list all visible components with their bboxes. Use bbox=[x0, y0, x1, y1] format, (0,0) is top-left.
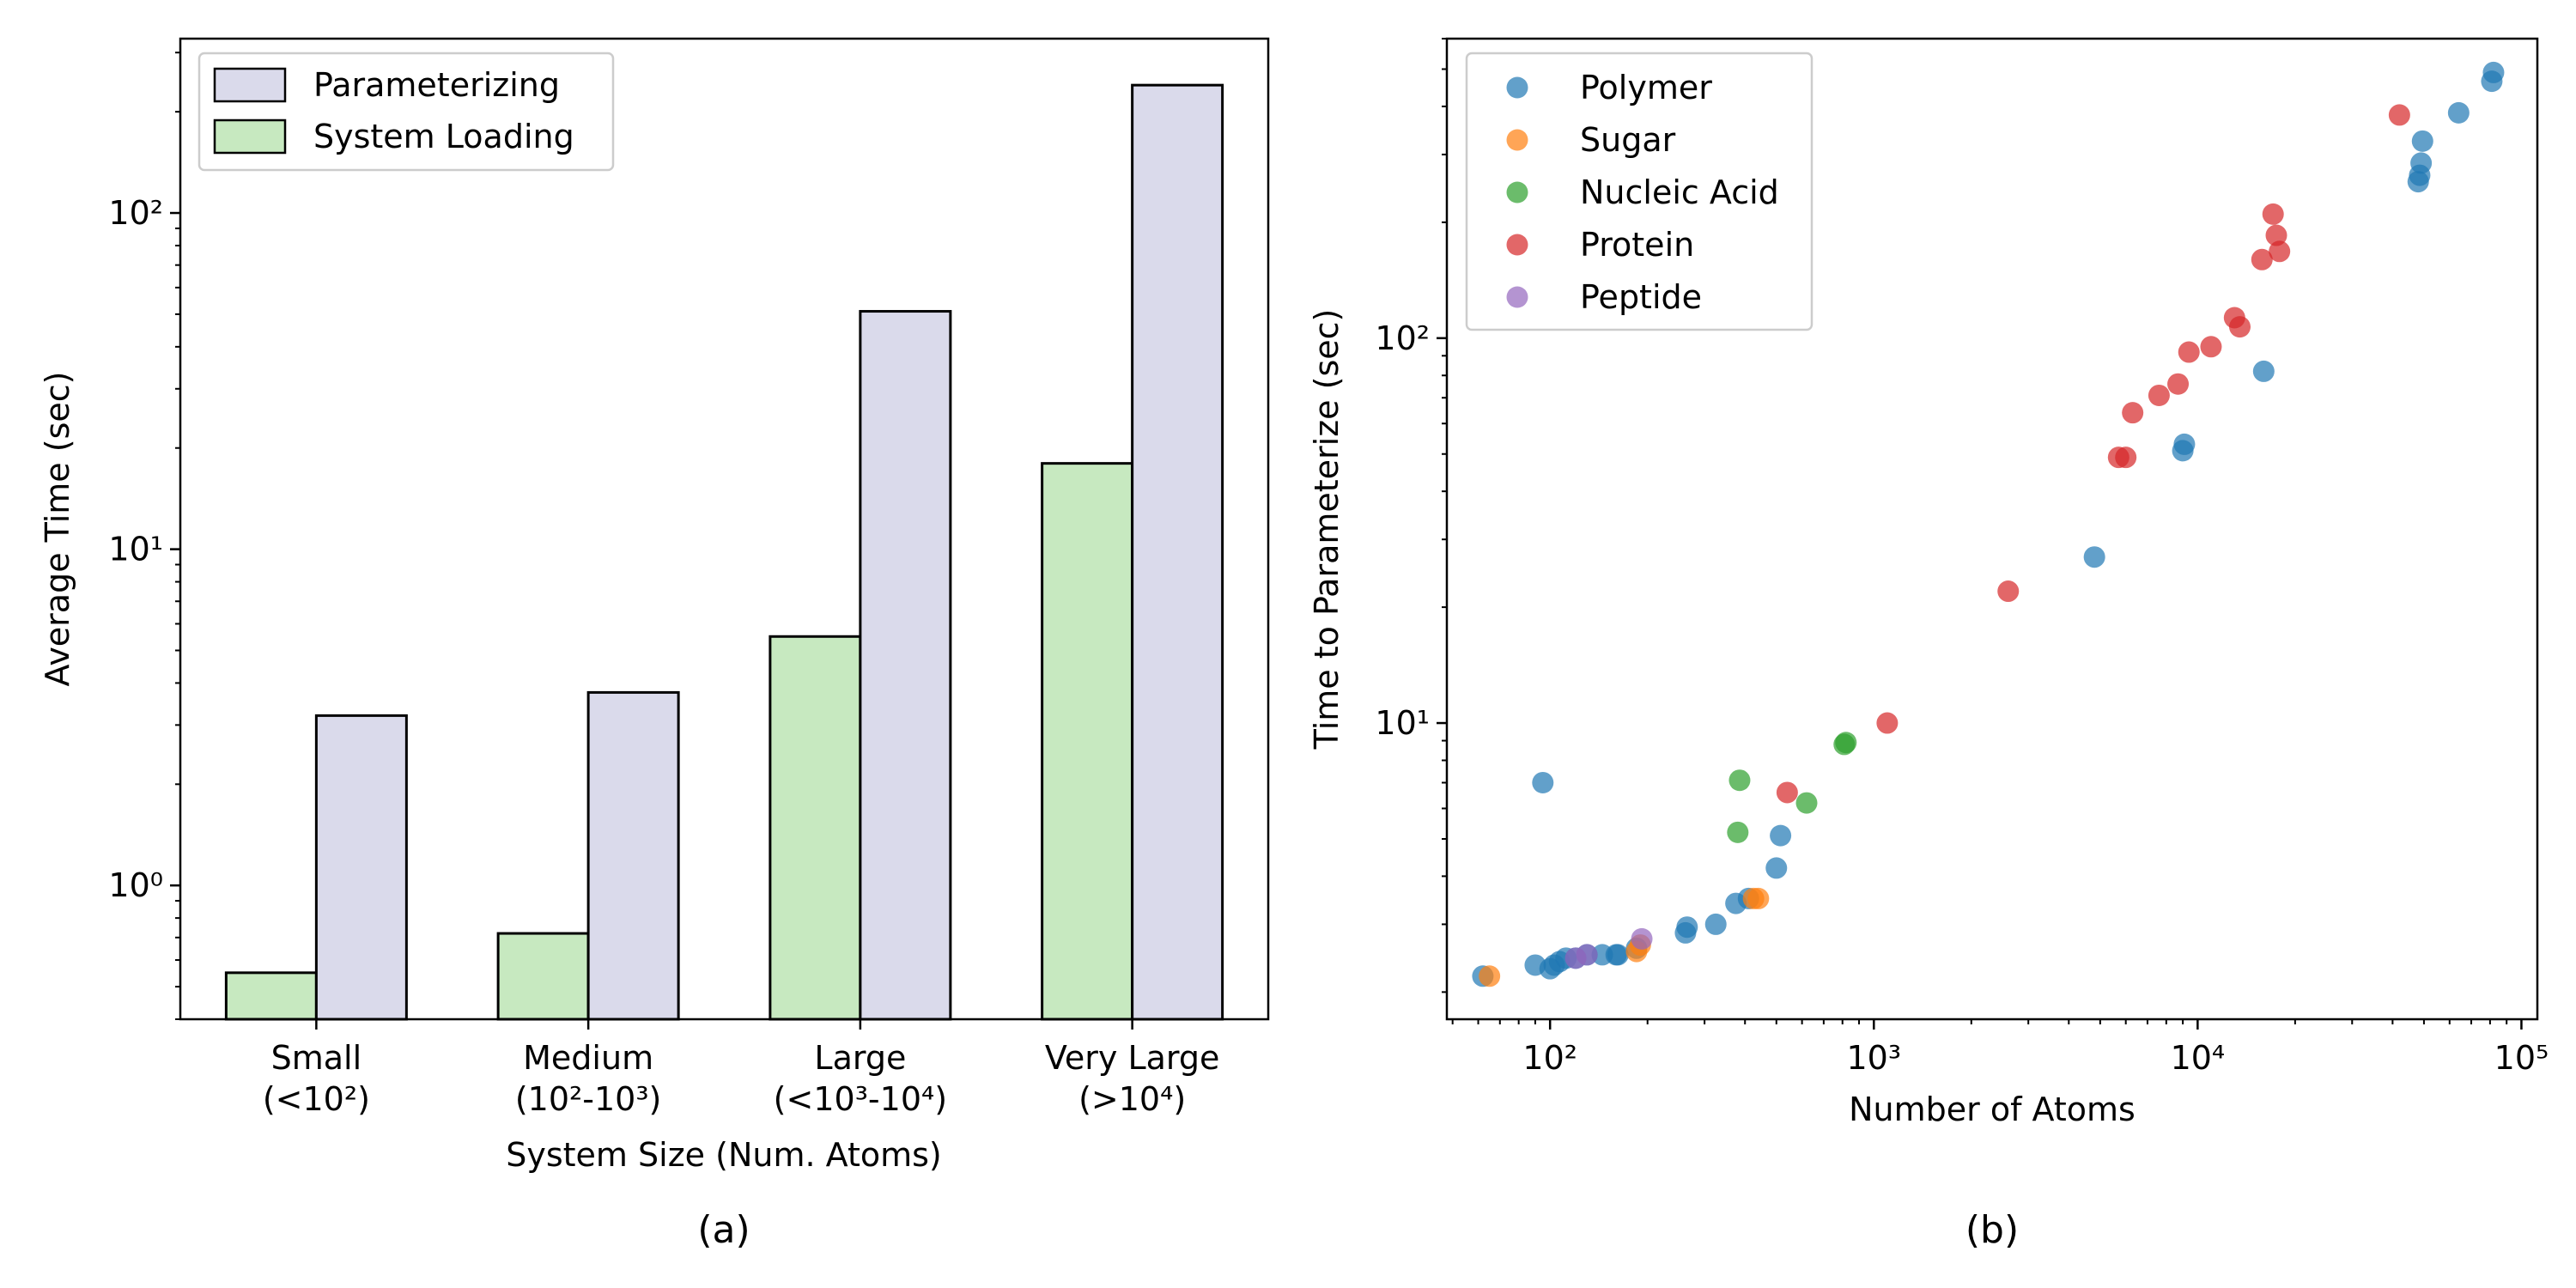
bar-system-loading bbox=[1041, 462, 1134, 1021]
legend-label: Parameterizing bbox=[313, 66, 560, 104]
point-nucleic-acid bbox=[1835, 732, 1857, 754]
x-tick-sublabel: (<10³-10⁴) bbox=[774, 1080, 947, 1118]
y-axis-ticks: 10⁰ 10¹ 10² bbox=[108, 52, 180, 1020]
plot-area-frame bbox=[1445, 37, 2539, 1021]
point-polymer bbox=[2447, 101, 2470, 124]
point-polymer bbox=[2411, 130, 2433, 152]
legend-marker bbox=[1506, 234, 1528, 256]
point-protein bbox=[1997, 580, 2020, 603]
point-protein bbox=[2251, 248, 2273, 270]
point-protein bbox=[2148, 384, 2170, 406]
point-polymer bbox=[2173, 433, 2196, 455]
legend-swatch bbox=[213, 118, 287, 155]
x-tick-label: 10⁴ bbox=[2171, 1039, 2226, 1077]
point-peptide bbox=[1631, 927, 1653, 950]
y-tick-label: 10¹ bbox=[1375, 704, 1430, 742]
x-tick-label: Small bbox=[271, 1039, 362, 1077]
bar-parameterizing bbox=[1131, 83, 1224, 1021]
point-polymer bbox=[1770, 824, 1792, 847]
x-tick-label: Medium bbox=[523, 1039, 653, 1077]
x-tick-label: Large bbox=[814, 1039, 906, 1077]
x-tick-label: 10² bbox=[1522, 1039, 1577, 1077]
x-axis-ticks: Small(<10²) Medium(10²-10³) Large(<10³-10⁴… bbox=[263, 1019, 1220, 1118]
point-polymer bbox=[2083, 546, 2105, 568]
point-polymer bbox=[1532, 771, 1554, 793]
x-tick-label: Very Large bbox=[1045, 1039, 1220, 1077]
point-polymer bbox=[1676, 916, 1698, 939]
legend-box bbox=[197, 52, 615, 172]
y-tick-label: 10² bbox=[1375, 319, 1430, 357]
bar-parameterizing bbox=[586, 690, 680, 1021]
legend-swatch bbox=[213, 67, 287, 103]
point-protein bbox=[2115, 447, 2137, 469]
x-axis-label: System Size (Num. Atoms) bbox=[506, 1136, 942, 1174]
x-axis-ticks: 10² 10³ 10⁴ 10⁵ bbox=[1451, 1019, 2549, 1077]
point-protein bbox=[2388, 104, 2410, 126]
point-protein bbox=[2178, 341, 2200, 363]
legend-label: Protein bbox=[1580, 226, 1694, 264]
point-protein bbox=[2262, 203, 2284, 225]
point-nucleic-acid bbox=[1727, 821, 1749, 843]
y-tick-label: 10² bbox=[108, 194, 163, 232]
point-nucleic-acid bbox=[1728, 769, 1751, 792]
x-tick-label: 10⁵ bbox=[2494, 1039, 2549, 1077]
plot-area-frame bbox=[179, 37, 1270, 1021]
point-polymer bbox=[2410, 152, 2433, 174]
x-tick-label: 10³ bbox=[1846, 1039, 1901, 1077]
y-axis-ticks: 10¹ 10² bbox=[1375, 38, 1447, 993]
point-protein bbox=[1776, 781, 1798, 804]
legend: Parameterizing System Loading bbox=[197, 52, 615, 172]
x-axis-label: Number of Atoms bbox=[1849, 1091, 2136, 1128]
x-tick-sublabel: (10²-10³) bbox=[515, 1080, 662, 1118]
bar-system-loading bbox=[224, 971, 318, 1021]
legend-marker bbox=[1506, 181, 1528, 204]
bar-parameterizing bbox=[859, 310, 952, 1021]
legend-label: System Loading bbox=[313, 118, 574, 155]
y-tick-label: 10⁰ bbox=[108, 866, 163, 904]
legend-label: Sugar bbox=[1580, 121, 1676, 159]
point-sugar bbox=[1747, 887, 1770, 909]
point-polymer bbox=[1607, 944, 1629, 966]
point-nucleic-acid bbox=[1795, 792, 1818, 814]
point-polymer bbox=[2482, 61, 2505, 83]
bar-system-loading bbox=[769, 635, 862, 1021]
point-polymer bbox=[2252, 360, 2275, 382]
legend: Polymer Sugar Nucleic Acid Protein Peptide bbox=[1465, 52, 1814, 331]
legend-marker bbox=[1506, 129, 1528, 151]
point-peptide bbox=[1576, 944, 1598, 966]
bar-group bbox=[224, 83, 1224, 1021]
point-protein bbox=[1876, 712, 1899, 734]
legend-marker bbox=[1506, 76, 1528, 99]
legend-label: Peptide bbox=[1580, 278, 1702, 316]
legend-box bbox=[1465, 52, 1814, 331]
x-tick-sublabel: (<10²) bbox=[263, 1080, 370, 1118]
point-protein bbox=[2122, 402, 2144, 424]
scatter-points bbox=[1472, 61, 2505, 987]
point-protein bbox=[2269, 240, 2291, 263]
point-sugar bbox=[1479, 965, 1501, 987]
panel-label-a: (a) bbox=[697, 1208, 750, 1252]
y-tick-label: 10¹ bbox=[108, 531, 163, 568]
panel-a-bar-chart: 10⁰ 10¹ 10² Small(<10²) Medium(10²-10³) Larg… bbox=[39, 37, 1270, 1252]
panel-label-b: (b) bbox=[1965, 1208, 2019, 1252]
panel-b-scatter-chart: 10¹ 10² 10² 10³ 10⁴ 10⁵ Time to Parameterize… bbox=[1308, 37, 2549, 1252]
point-polymer bbox=[1704, 913, 1727, 935]
point-protein bbox=[2229, 316, 2251, 338]
legend-label: Nucleic Acid bbox=[1580, 173, 1779, 211]
point-protein bbox=[2265, 224, 2287, 246]
y-axis-label: Time to Parameterize (sec) bbox=[1308, 309, 1346, 750]
point-protein bbox=[2167, 373, 2190, 395]
bar-system-loading bbox=[496, 932, 590, 1021]
point-polymer bbox=[1765, 857, 1788, 879]
y-axis-label: Average Time (sec) bbox=[39, 372, 76, 687]
x-tick-sublabel: (>10⁴) bbox=[1078, 1080, 1186, 1118]
point-protein bbox=[2200, 336, 2222, 358]
legend-marker bbox=[1506, 286, 1528, 308]
bar-parameterizing bbox=[314, 714, 408, 1021]
legend-label: Polymer bbox=[1580, 69, 1712, 106]
